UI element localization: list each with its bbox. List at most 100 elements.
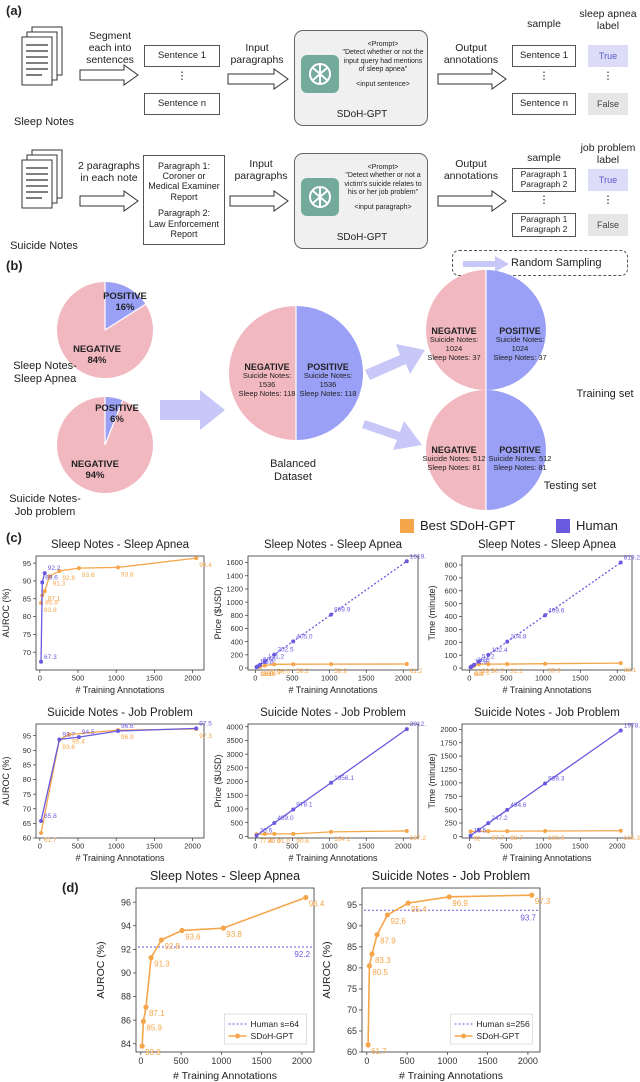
chart-c1: Sleep Notes - Sleep Apnea 0 500 1000 1500 200… [1,539,212,695]
human-data-label: 1619.8 [410,553,426,560]
gpt-data-label: 30.7 [491,668,504,675]
human-data-label: 51.2 [482,653,495,660]
legend-frame [224,1013,307,1045]
output-sample-box: Sentence 1 [512,45,576,67]
gpt-point [374,932,380,938]
human-point [618,728,623,733]
y-tick-label: 60 [347,1047,357,1057]
y-tick-label: 800 [444,561,457,570]
gpt-data-label: 92.8 [62,575,75,582]
y-tick-label: 70 [23,648,31,657]
arrow-icon [365,344,425,380]
human-data-label: 92.2 [48,565,61,572]
pie2-divider [104,400,124,446]
human-data-label: 96.6 [121,723,134,730]
y-tick-label: 86 [121,1015,131,1025]
y-tick-label: 84 [121,1039,131,1049]
gpt-point [369,951,375,957]
human-point [291,807,296,812]
model-label: SDoH-GPT [336,232,388,243]
human-series-line [40,727,197,822]
gpt-data-label: 83.8 [44,607,57,614]
gpt-data-label: 89.0 [268,838,281,845]
human-data-label: 202.5 [277,647,294,654]
legend-human-swatch [556,519,570,533]
x-tick-label: 1000 [321,674,338,683]
balanced-negative-half [229,306,296,440]
gpt-data-label: 92.8 [164,942,180,951]
arrow-right-icon [79,190,139,212]
gpt-point [486,662,491,667]
y-tick-label: 2500 [226,763,243,772]
ellipsis: ⋮ [538,70,550,82]
gpt-data-label: 33.9 [548,668,561,675]
sample-header: sample [527,152,561,164]
y-tick-label: 750 [444,792,457,801]
plot-frame [35,723,205,839]
gpt-point [39,831,44,836]
x-tick-label: 2000 [518,1056,538,1066]
y-tick-label: 500 [444,599,457,608]
testing-negative-half [426,390,486,510]
gpt-point [618,661,623,666]
gpt-point [618,828,623,833]
human-point [194,726,199,731]
gpt-point [76,566,81,571]
x-tick-label: 2000 [395,842,412,851]
human-data-label: 30.6 [260,828,273,835]
legend-box: Random Sampling [452,250,628,276]
segment-step-label: Segment each into sentences [86,30,134,67]
human-point [404,727,409,732]
openai-logo-icon [301,55,339,93]
y-tick-label: 2000 [226,777,243,786]
arrow-right-icon [437,190,507,212]
gpt-point [143,1004,149,1010]
x-tick-label: 1000 [108,674,125,683]
x-tick-label: 500 [286,842,299,851]
y-tick-label: 1750 [440,738,457,747]
gpt-point [194,556,199,561]
chart-title: Sleep Notes - Sleep Apnea [51,539,190,551]
gpt-point [139,1043,145,1049]
human-point [40,580,45,585]
gpt-point [262,663,267,668]
training-negative-label: NEGATIVE Suicide Notes: 1024 Sleep Notes: … [427,326,481,362]
gpt-data-label: 56.0 [277,668,290,675]
human-point [57,737,62,742]
y-tick-label: 4000 [226,722,243,731]
legend-gpt-marker [461,1033,466,1039]
gpt-point [148,955,154,961]
x-axis-label: # Training Annotations [399,1070,503,1082]
pie2-caption: Suicide Notes- Job problem [9,493,81,518]
human-point [543,781,548,786]
gpt-point [329,662,334,667]
plot-frame [247,723,419,839]
balanced-positive-label: POSITIVE Suicide Notes: 1536 Sleep Notes: … [299,362,357,398]
gpt-data-label: 90.6 [296,838,309,845]
gpt-data-label: 80.5 [372,968,388,977]
y-tick-label: 1000 [440,778,457,787]
x-axis-label: # Training Annotations [288,853,378,863]
y-tick-label: 600 [230,624,243,633]
gpt-point [140,1018,147,1024]
gpt-point [291,662,296,667]
sleep-notes-label: Sleep Notes [14,116,74,128]
arrow-right-icon [79,64,139,86]
y-axis-label: AUROC (%) [321,941,333,998]
legend-human-label: Human [576,518,618,533]
gpt-data-label: 29.7 [482,668,495,675]
human-point [116,729,121,734]
gpt-data-label: 97.7 [491,835,504,842]
suicide-notes-label: Suicide Notes [10,240,78,252]
y-tick-label: 250 [444,819,457,828]
gpt-data-label: 95.4 [411,905,427,914]
output-annotations-label: Output annotations [443,42,499,67]
plot-frame [247,555,419,671]
x-tick-label: 1000 [535,674,552,683]
y-tick-label: 1600 [226,558,243,567]
human-data-label: 247.2 [491,815,508,822]
gpt-data-label: 83.8 [145,1048,161,1057]
y-tick-label: 3500 [226,736,243,745]
gpt-data-label: 91.3 [154,960,170,969]
human-data-label: 494.6 [510,802,527,809]
